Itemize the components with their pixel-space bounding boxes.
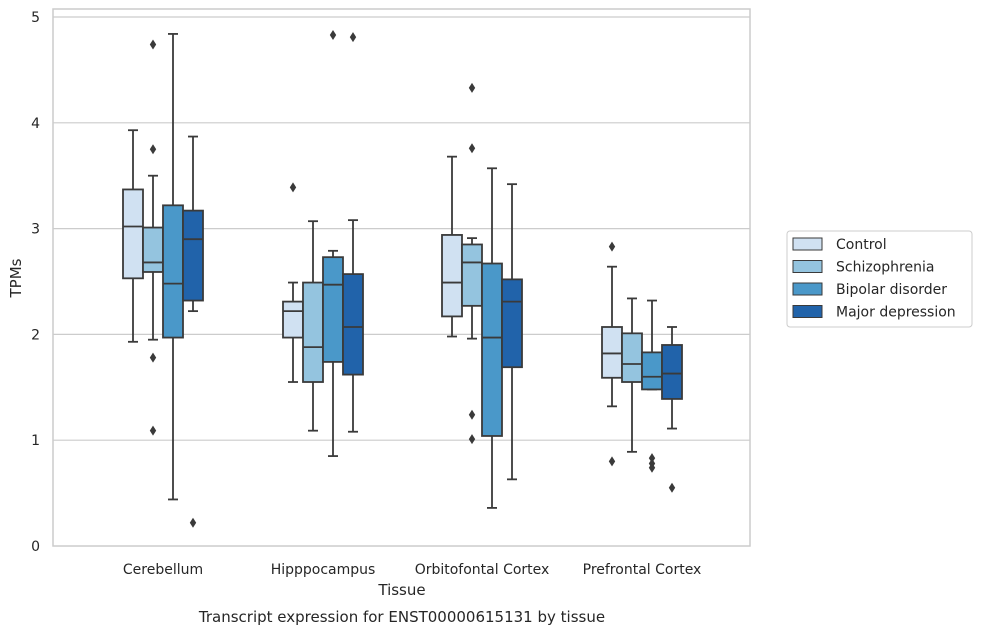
outlier-point [608, 456, 616, 467]
outlier-point [648, 462, 656, 473]
legend-swatch [792, 282, 823, 296]
y-tick-label: 3 [31, 222, 40, 238]
legend-swatch [792, 260, 823, 273]
outlier-point [349, 32, 357, 43]
outlier-point [668, 482, 676, 493]
outlier-point [468, 434, 476, 445]
outlier-point [149, 352, 157, 363]
outlier-point [468, 143, 476, 154]
box-iqr [122, 188, 144, 280]
x-tick-label: Cerebellum [123, 562, 203, 578]
outlier-point [289, 182, 297, 193]
legend-label: Control [836, 237, 887, 253]
outlier-point [608, 241, 616, 252]
box-bipolar-disorder [481, 167, 503, 509]
box-iqr [142, 226, 164, 273]
box-schizophrenia [621, 297, 643, 453]
box-iqr [621, 332, 643, 383]
box-bipolar-disorder [641, 299, 663, 473]
box-iqr [441, 234, 463, 318]
outlier-point [648, 453, 656, 464]
box-iqr [661, 344, 683, 400]
box-schizophrenia [461, 82, 483, 445]
y-axis-label: TPMs [7, 258, 25, 298]
box-major-depression [182, 135, 204, 528]
x-tick-labels: Cerebellum Hipppocampus Orbitofontal Corte… [123, 562, 701, 578]
box-iqr [322, 256, 344, 363]
box-iqr [162, 204, 184, 339]
box-bipolar-disorder [162, 33, 184, 501]
x-tick-label: Orbitofontal Cortex [415, 562, 550, 578]
legend-swatch [792, 305, 823, 318]
outlier-point [149, 39, 157, 50]
outlier-point [329, 29, 337, 40]
legend-frame [786, 230, 973, 328]
box-iqr [182, 209, 204, 302]
box-iqr [342, 273, 364, 376]
y-tick-label: 1 [31, 433, 40, 449]
legend-swatch [792, 237, 823, 251]
box-major-depression [501, 183, 523, 481]
legend: Control Schizophrenia Bipolar disorder Majo… [786, 230, 973, 328]
box-series [122, 29, 683, 528]
box-iqr [302, 281, 324, 383]
box-iqr [501, 278, 523, 369]
outlier-point [468, 409, 476, 420]
y-tick-labels: 0 1 2 3 4 5 [31, 10, 40, 555]
legend-label: Bipolar disorder [836, 282, 947, 298]
box-schizophrenia [142, 39, 164, 436]
x-tick-label: Prefrontal Cortex [583, 562, 702, 578]
box-iqr [461, 243, 483, 307]
outlier-point [189, 517, 197, 528]
box-iqr [641, 351, 663, 391]
chart-caption: Transcript expression for ENST0000061513… [198, 608, 605, 626]
legend-label: Major depression [836, 305, 956, 321]
box-control [282, 182, 304, 383]
box-major-depression [661, 326, 683, 493]
box-control [601, 241, 623, 467]
legend-label: Schizophrenia [836, 260, 934, 276]
box-iqr [282, 300, 304, 339]
outlier-point [149, 144, 157, 155]
y-tick-label: 5 [31, 10, 40, 26]
y-tick-label: 4 [31, 116, 40, 132]
outlier-point [468, 82, 476, 93]
box-iqr [601, 326, 623, 379]
box-iqr [481, 262, 503, 437]
outlier-point [149, 425, 157, 436]
y-tick-label: 0 [31, 539, 40, 555]
x-tick-label: Hipppocampus [271, 562, 376, 578]
plot-area [52, 8, 751, 547]
x-axis-label: Tissue [377, 581, 425, 599]
box-major-depression [342, 32, 364, 433]
y-tick-label: 2 [31, 327, 40, 343]
